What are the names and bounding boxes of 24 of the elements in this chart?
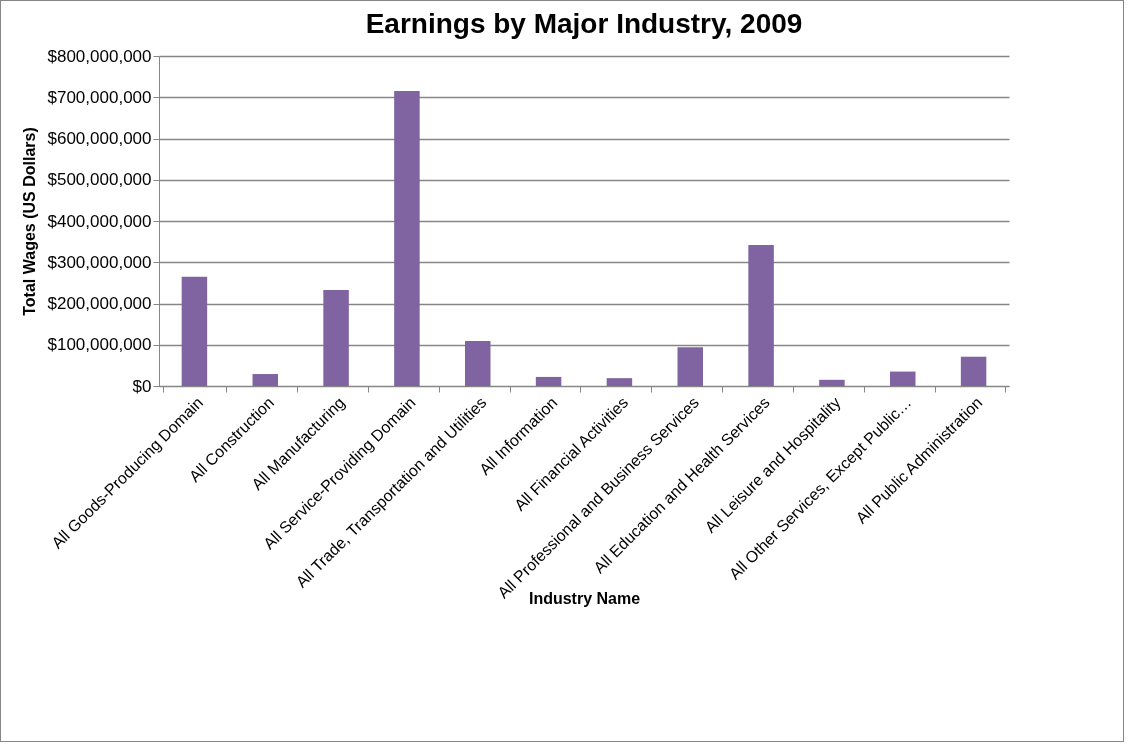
bar xyxy=(960,356,987,386)
bar xyxy=(465,341,491,386)
y-tick-label: $800,000,000 xyxy=(47,46,152,66)
bar xyxy=(252,374,278,386)
y-tick-label: $200,000,000 xyxy=(47,294,152,313)
y-tick-label: $400,000,000 xyxy=(47,211,152,231)
bar xyxy=(819,379,845,386)
bar xyxy=(181,276,208,386)
y-tick-label: $100,000,000 xyxy=(47,335,152,355)
y-tick-label: $600,000,000 xyxy=(47,129,152,148)
y-tick-label: $300,000,000 xyxy=(47,252,152,272)
y-axis-title: Total Wages (US Dollars) xyxy=(20,127,38,316)
x-axis-title: Industry Name xyxy=(528,589,641,607)
chart-title: Earnings by Major Industry, 2009 xyxy=(365,8,803,39)
bar xyxy=(535,376,562,386)
y-tick-label: $700,000,000 xyxy=(47,87,152,107)
bar xyxy=(890,371,916,386)
bar xyxy=(394,91,420,386)
bar xyxy=(748,244,774,386)
bar xyxy=(606,378,633,386)
y-tick-label: $0 xyxy=(132,376,152,396)
bar xyxy=(323,289,349,386)
y-tick-label: $500,000,000 xyxy=(47,170,152,190)
bar xyxy=(677,347,703,386)
